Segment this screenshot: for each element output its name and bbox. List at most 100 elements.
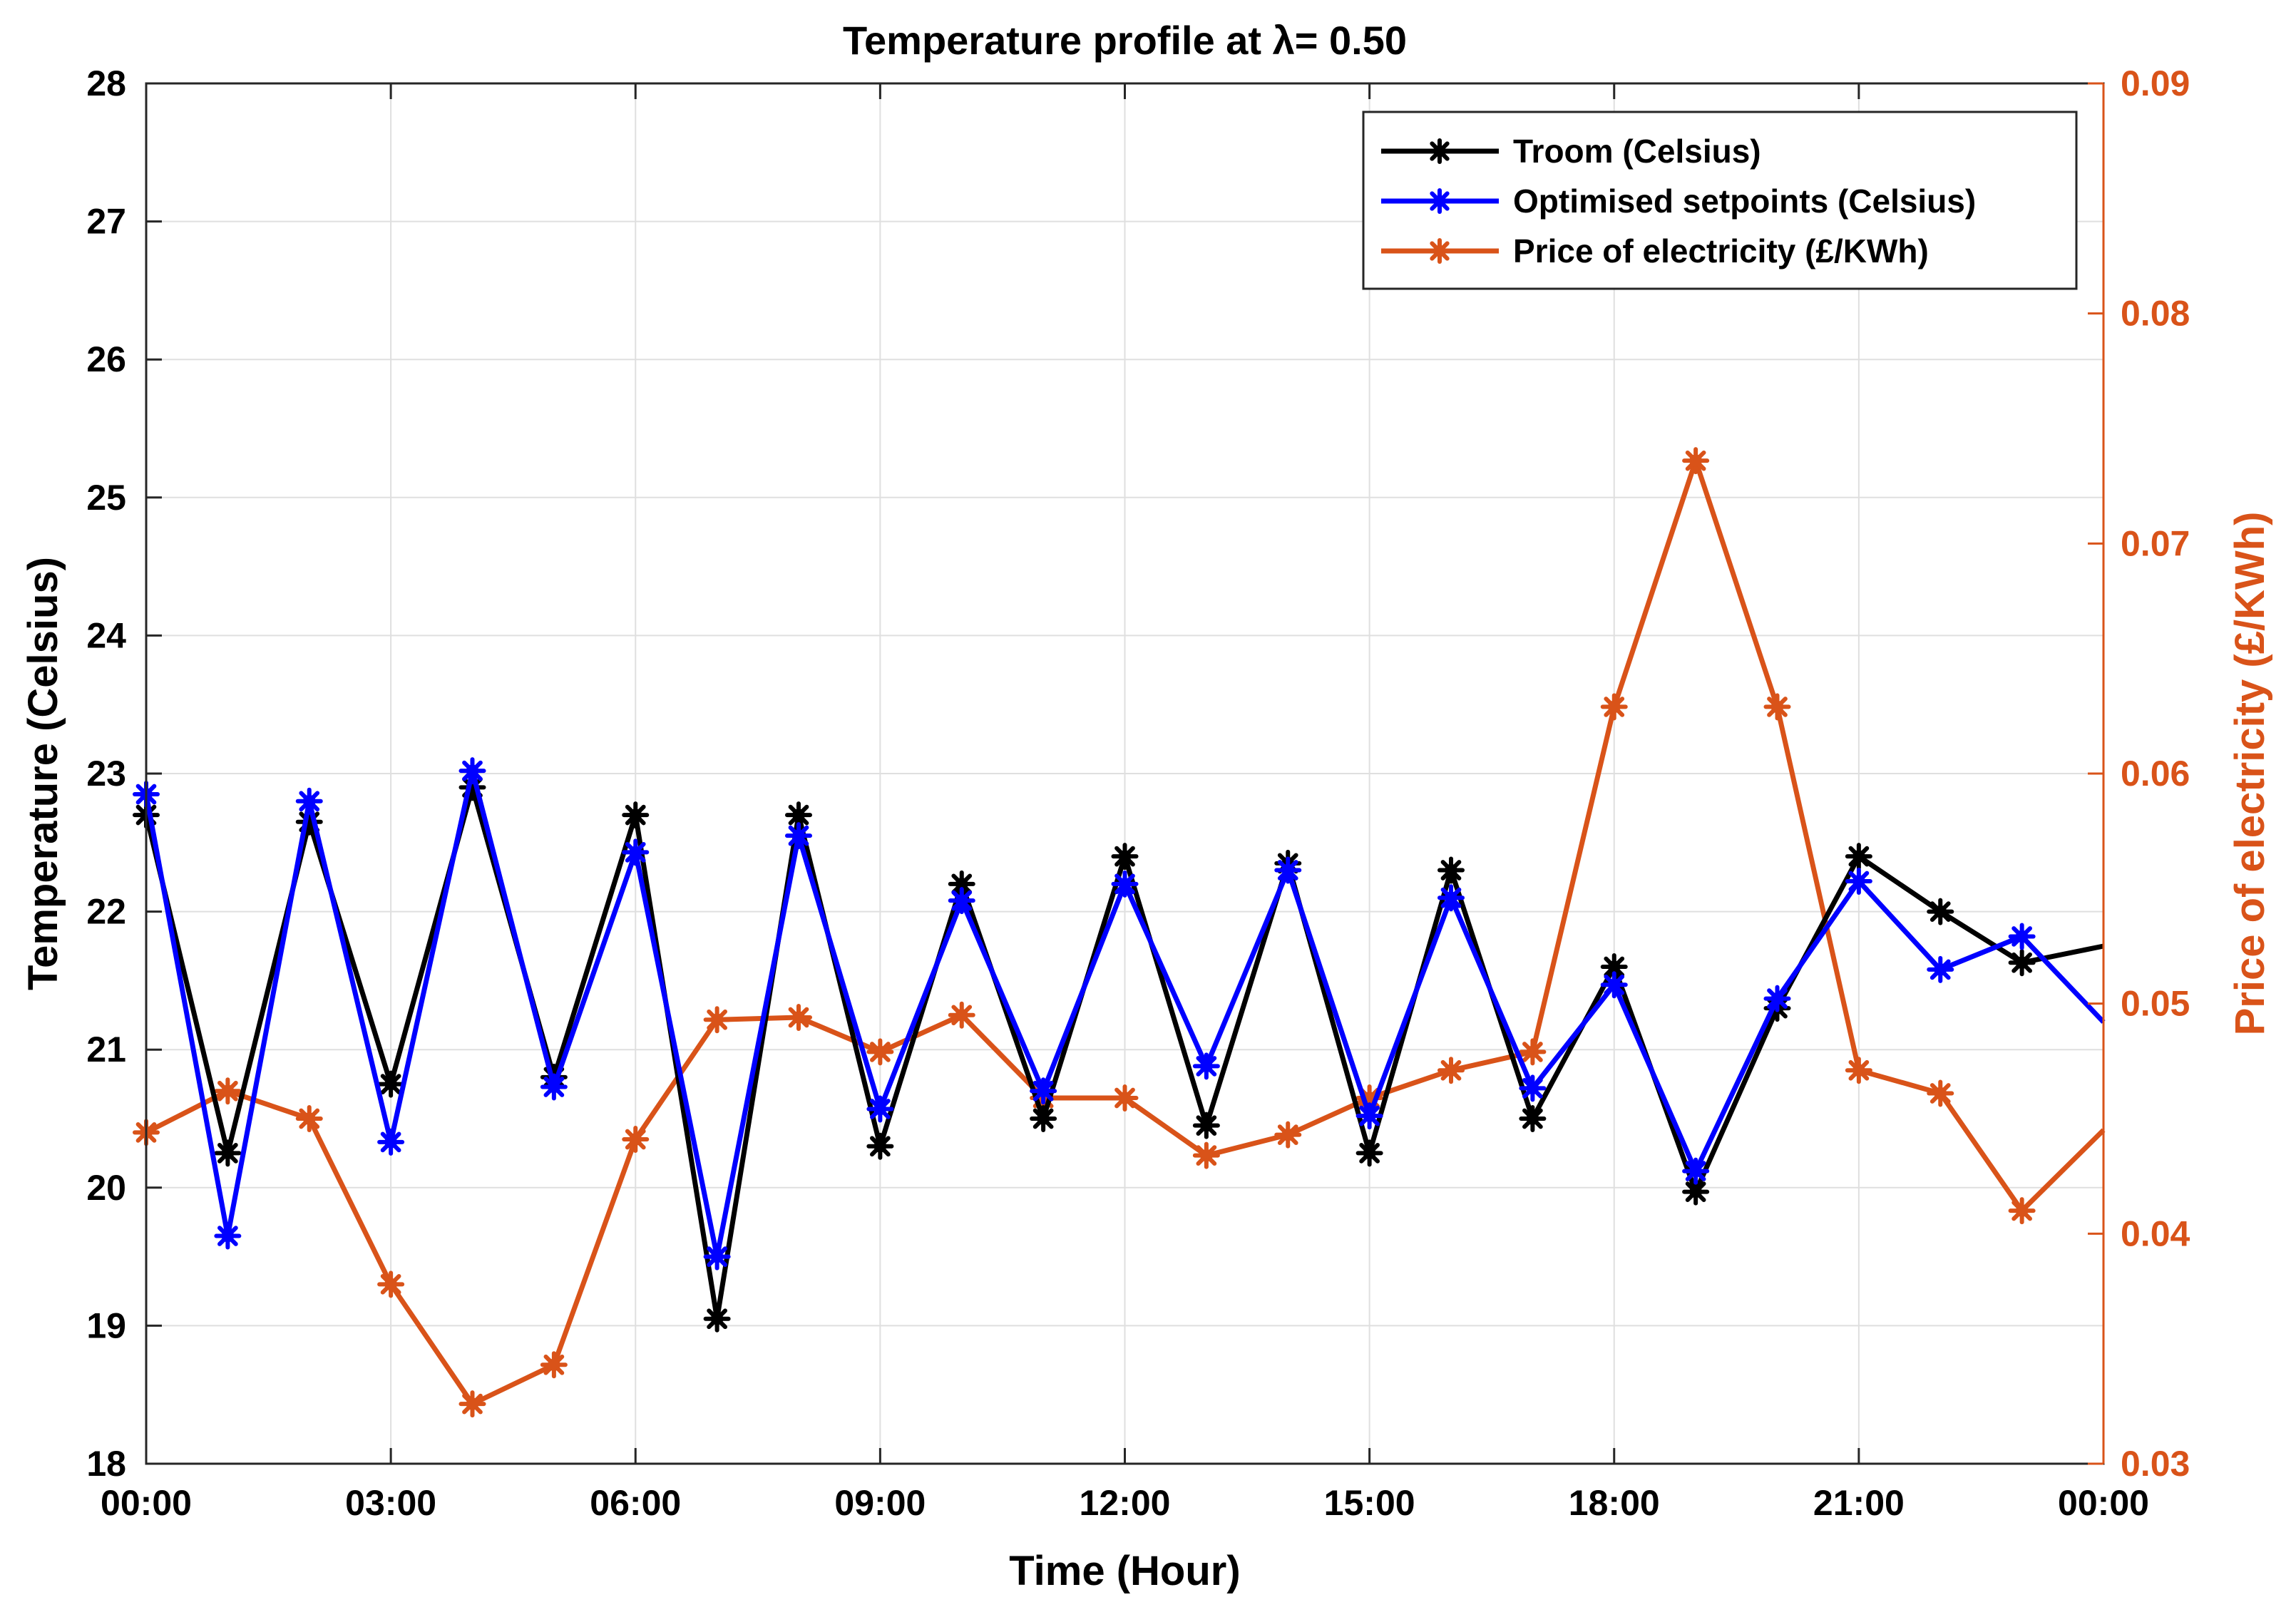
data-point-marker bbox=[1845, 1057, 1872, 1084]
data-point-marker bbox=[1763, 985, 1791, 1012]
data-point-marker bbox=[295, 1105, 323, 1132]
data-point-marker bbox=[703, 1243, 731, 1270]
legend-label: Troom (Celsius) bbox=[1513, 133, 1761, 170]
y-axis-label-right: Price of electricity (£/KWh) bbox=[2227, 512, 2273, 1036]
data-point-marker bbox=[1192, 1112, 1220, 1139]
data-point-marker bbox=[1927, 1079, 1954, 1107]
data-point-marker bbox=[1927, 898, 1954, 925]
legend-items: Troom (Celsius) Optimised setpoints (Cels… bbox=[1381, 133, 1976, 270]
data-point-marker bbox=[1763, 693, 1791, 721]
data-point-marker bbox=[1437, 884, 1465, 912]
data-point-marker bbox=[703, 1305, 731, 1333]
x-tick-label: 03:00 bbox=[345, 1483, 436, 1523]
data-point-marker bbox=[866, 1038, 894, 1066]
data-point-marker bbox=[1682, 1157, 1710, 1185]
data-point-marker bbox=[214, 1222, 242, 1250]
data-point-marker bbox=[1111, 843, 1139, 871]
data-point-marker bbox=[377, 1270, 405, 1298]
y-tick-label-left: 24 bbox=[86, 615, 126, 655]
data-point-marker bbox=[1927, 955, 1954, 983]
data-point-marker bbox=[377, 1128, 405, 1156]
data-point-marker bbox=[948, 887, 975, 915]
y-tick-label-right: 0.04 bbox=[2121, 1213, 2190, 1253]
data-point-marker bbox=[948, 870, 975, 898]
data-point-marker bbox=[1274, 856, 1302, 884]
data-point-marker bbox=[458, 1390, 486, 1418]
data-point-marker bbox=[214, 1139, 242, 1167]
y-tick-label-right: 0.08 bbox=[2121, 294, 2190, 334]
data-point-marker bbox=[948, 1001, 975, 1029]
data-point-marker bbox=[1355, 1139, 1383, 1167]
data-point-marker bbox=[214, 1077, 242, 1105]
data-point-marker bbox=[1682, 1178, 1710, 1206]
y-tick-label-left: 28 bbox=[86, 63, 126, 103]
data-point-marker bbox=[1427, 188, 1452, 214]
data-point-marker bbox=[1845, 868, 1872, 895]
data-point-marker bbox=[1682, 447, 1710, 475]
data-point-marker bbox=[1192, 1052, 1220, 1080]
data-point-marker bbox=[622, 838, 650, 866]
data-point-marker bbox=[622, 801, 650, 829]
data-point-marker bbox=[1519, 1105, 1547, 1132]
y-tick-label-left: 21 bbox=[86, 1030, 126, 1069]
data-point-marker bbox=[1427, 138, 1452, 164]
y-tick-label-left: 27 bbox=[86, 202, 126, 242]
y-tick-label-left: 26 bbox=[86, 339, 126, 379]
data-point-marker bbox=[1519, 1038, 1547, 1066]
data-point-marker bbox=[458, 757, 486, 785]
x-tick-label: 06:00 bbox=[590, 1483, 681, 1523]
data-point-marker bbox=[1274, 1121, 1302, 1149]
data-point-marker bbox=[1111, 1084, 1139, 1112]
data-point-marker bbox=[785, 822, 812, 850]
data-point-marker bbox=[1600, 953, 1628, 981]
data-point-marker bbox=[866, 1132, 894, 1160]
y-tick-label-left: 25 bbox=[86, 478, 126, 518]
x-tick-label: 15:00 bbox=[1324, 1483, 1415, 1523]
series-troom bbox=[133, 774, 2104, 1333]
ticks: 00:00 03:00 06:00 09:00 12:00 15:00 18:00 21:00… bbox=[86, 63, 2190, 1523]
legend-label: Optimised setpoints (Celsius) bbox=[1513, 183, 1976, 220]
series-layer bbox=[133, 447, 2106, 1418]
data-point-marker bbox=[1600, 693, 1628, 721]
x-tick-label: 00:00 bbox=[2058, 1483, 2149, 1523]
x-tick-label: 21:00 bbox=[1813, 1483, 1905, 1523]
x-axis-label: Time (Hour) bbox=[1009, 1548, 1240, 1594]
data-point-marker bbox=[540, 1073, 568, 1101]
data-point-marker bbox=[622, 1126, 650, 1154]
data-point-marker bbox=[1030, 1077, 1057, 1105]
data-point-marker bbox=[295, 787, 323, 815]
legend: Troom (Celsius) Optimised setpoints (Cels… bbox=[1362, 111, 2078, 290]
y-tick-label-right: 0.07 bbox=[2121, 523, 2190, 563]
data-point-marker bbox=[1845, 843, 1872, 871]
data-point-marker bbox=[1192, 1141, 1220, 1169]
data-point-marker bbox=[866, 1095, 894, 1123]
data-point-marker bbox=[703, 1006, 731, 1034]
data-point-marker bbox=[1437, 856, 1465, 884]
data-point-marker bbox=[1600, 971, 1628, 999]
data-point-marker bbox=[377, 1070, 405, 1098]
x-tick-label: 12:00 bbox=[1080, 1483, 1171, 1523]
y-tick-label-left: 19 bbox=[86, 1305, 126, 1345]
legend-item-optimised-setpoints: Optimised setpoints (Celsius) bbox=[1381, 183, 1976, 220]
y-tick-label-right: 0.09 bbox=[2121, 63, 2190, 103]
y-tick-label-right: 0.06 bbox=[2121, 754, 2190, 794]
data-point-marker bbox=[1030, 1105, 1057, 1132]
x-tick-label: 00:00 bbox=[101, 1483, 192, 1523]
data-point-marker bbox=[1355, 1102, 1383, 1130]
x-tick-label: 09:00 bbox=[834, 1483, 926, 1523]
grid bbox=[146, 83, 2103, 1464]
legend-item-price: Price of electricity (£/KWh) bbox=[1381, 232, 1929, 270]
data-point-marker bbox=[1519, 1074, 1547, 1102]
y-tick-label-left: 22 bbox=[86, 892, 126, 932]
legend-item-troom: Troom (Celsius) bbox=[1381, 133, 1761, 170]
data-point-marker bbox=[1427, 238, 1452, 264]
data-point-marker bbox=[785, 1004, 812, 1032]
chart-title: Temperature profile at λ= 0.50 bbox=[843, 18, 1407, 63]
y-tick-label-left: 20 bbox=[86, 1168, 126, 1208]
x-tick-label: 18:00 bbox=[1569, 1483, 1660, 1523]
y-axis-label-left: Temperature (Celsius) bbox=[20, 557, 66, 990]
y-tick-label-left: 18 bbox=[86, 1444, 126, 1484]
data-point-marker bbox=[2008, 949, 2036, 977]
series-price bbox=[133, 447, 2106, 1418]
